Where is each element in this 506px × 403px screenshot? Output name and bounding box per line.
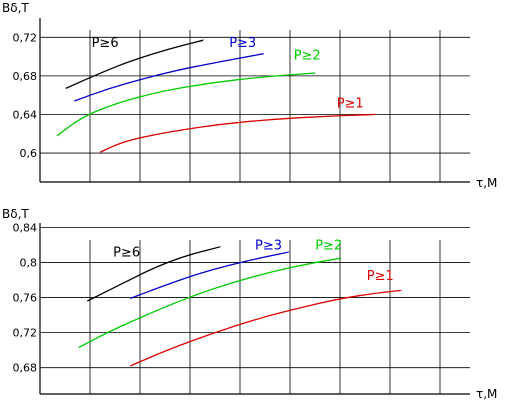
series-label-0: P≥6 (92, 36, 119, 51)
series-line-0 (65, 39, 205, 89)
series-label-3: P≥1 (337, 97, 364, 112)
y-tick-label: 0,64 (13, 108, 38, 121)
series-line-1 (74, 53, 264, 102)
y-axis-label: Bδ,T (2, 207, 29, 221)
y-tick-label: 0,72 (13, 327, 38, 340)
series-label-1: P≥3 (229, 36, 256, 51)
series-line-3 (130, 289, 402, 367)
series-line-0 (87, 246, 222, 302)
series-label-2: P≥2 (294, 48, 321, 63)
series-line-1 (130, 251, 291, 300)
chart-top: 0,6 0,64 0,68 0,72 Bδ,T τ,M P≥6 P≥3 P≥2 P≥1 (2, 1, 497, 190)
y-tick-label: 0,72 (13, 31, 38, 44)
y-tick-label: 0,76 (13, 292, 38, 305)
series-line-2 (56, 72, 316, 137)
y-tick-label: 0,8 (20, 256, 38, 269)
series-label-1: P≥3 (255, 238, 282, 253)
series-label-2: P≥2 (315, 238, 342, 253)
x-axis-label: τ,M (476, 176, 497, 190)
series-label-0: P≥6 (113, 245, 140, 260)
y-tick-label: 0,84 (13, 221, 38, 234)
x-axis-label: τ,M (476, 387, 497, 401)
series-label-3: P≥1 (367, 269, 394, 284)
series-line-2 (78, 257, 342, 349)
y-tick-label: 0,68 (13, 362, 38, 375)
y-tick-label: 0,68 (13, 70, 38, 83)
y-tick-label: 0,6 (20, 147, 38, 160)
series-line-3 (99, 113, 377, 153)
y-axis-label: Bδ,T (2, 1, 29, 15)
